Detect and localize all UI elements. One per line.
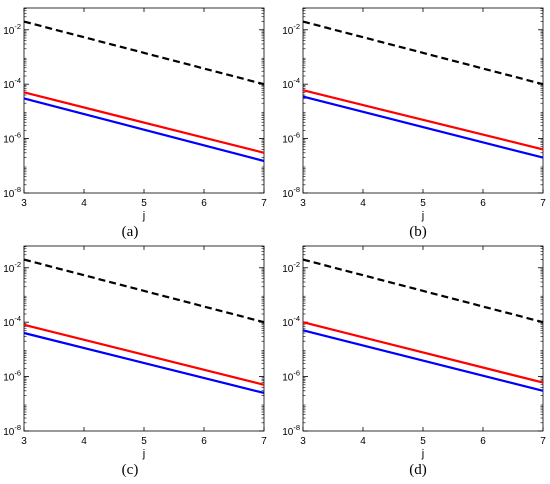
y-tick-base: 10 (282, 427, 294, 438)
y-tick-exponent: -8 (14, 423, 21, 432)
x-tick-label: 6 (201, 436, 207, 447)
y-tick-label: 10-2 (3, 22, 21, 37)
plot-frame (23, 245, 265, 432)
chart-panel-2: 3 4 5 6 710-210-410-610-8j(b) (282, 7, 546, 240)
x-tick-label: 3 (300, 198, 306, 209)
y-tick-exponent: -4 (293, 76, 300, 85)
y-tick-label: 10-2 (282, 260, 300, 275)
x-tick-label: 6 (480, 198, 486, 209)
chart-panel-4: 3 4 5 6 710-210-410-610-8j(d) (282, 245, 546, 478)
y-tick-base: 10 (282, 373, 294, 384)
x-tick-label: 4 (81, 436, 87, 447)
red-series (302, 89, 544, 151)
x-tick-label: 4 (360, 198, 366, 209)
blue-series (302, 329, 544, 392)
x-axis-label: j (421, 210, 424, 222)
x-tick-label: 4 (360, 436, 366, 447)
plot-frame (302, 245, 544, 432)
y-tick-base: 10 (3, 373, 15, 384)
x-tick-label: 3 (21, 436, 27, 447)
y-tick-base: 10 (3, 318, 15, 329)
red-series (23, 91, 265, 154)
y-tick-base: 10 (282, 189, 294, 200)
y-tick-exponent: -4 (14, 314, 21, 323)
x-tick-label: 3 (21, 198, 27, 209)
y-tick-label: 10-2 (282, 22, 300, 37)
y-tick-label: 10-8 (3, 423, 21, 438)
y-tick-exponent: -6 (14, 131, 21, 140)
x-tick-label: 7 (261, 436, 267, 447)
y-tick-exponent: -4 (14, 76, 21, 85)
dashed-black-series (23, 258, 265, 324)
panel-caption: (d) (409, 462, 427, 478)
blue-series (23, 331, 265, 395)
x-tick-label: 5 (141, 436, 147, 447)
x-tick-label: 6 (201, 198, 207, 209)
panel-caption: (b) (409, 224, 427, 240)
panel-caption: (a) (122, 224, 139, 240)
x-tick-label: 5 (141, 198, 147, 209)
y-tick-base: 10 (282, 26, 294, 37)
y-tick-base: 10 (282, 135, 294, 146)
y-tick-exponent: -6 (293, 369, 300, 378)
x-tick-label: 5 (420, 198, 426, 209)
y-tick-label: 10-8 (3, 185, 21, 200)
y-tick-base: 10 (3, 26, 15, 37)
y-tick-base: 10 (3, 427, 15, 438)
x-tick-label: 6 (480, 436, 486, 447)
dashed-black-series (302, 258, 544, 324)
chart-panel-1: 3 4 5 6 710-210-410-610-8j(a) (3, 7, 267, 240)
y-tick-exponent: -8 (293, 423, 300, 432)
panel-caption: (c) (122, 462, 139, 478)
y-tick-label: 10-6 (3, 131, 21, 146)
y-tick-label: 10-8 (282, 185, 300, 200)
x-axis-label: j (142, 210, 145, 222)
y-tick-base: 10 (282, 80, 294, 91)
y-tick-exponent: -8 (293, 185, 300, 194)
y-tick-exponent: -4 (293, 314, 300, 323)
chart-panel-3: 3 4 5 6 710-210-410-610-8j(c) (3, 245, 267, 478)
dashed-black-series (23, 20, 265, 86)
y-tick-label: 10-8 (282, 423, 300, 438)
blue-series (23, 97, 265, 163)
y-tick-exponent: -8 (14, 185, 21, 194)
y-tick-label: 10-6 (282, 369, 300, 384)
x-tick-label: 7 (261, 198, 267, 209)
plot-frame (302, 7, 544, 194)
red-series (302, 321, 544, 384)
y-tick-base: 10 (282, 318, 294, 329)
x-tick-label: 7 (540, 198, 546, 209)
y-tick-label: 10-4 (282, 76, 300, 91)
y-tick-label: 10-6 (282, 131, 300, 146)
y-tick-base: 10 (3, 135, 15, 146)
y-tick-base: 10 (3, 264, 15, 275)
y-tick-exponent: -6 (14, 369, 21, 378)
red-series (23, 323, 265, 386)
y-tick-base: 10 (3, 189, 15, 200)
y-tick-label: 10-4 (3, 76, 21, 91)
y-tick-label: 10-4 (3, 314, 21, 329)
y-tick-label: 10-4 (282, 314, 300, 329)
x-tick-label: 5 (420, 436, 426, 447)
x-axis-label: j (421, 448, 424, 460)
dashed-black-series (302, 20, 544, 86)
y-tick-exponent: -2 (293, 22, 300, 31)
y-tick-exponent: -2 (293, 260, 300, 269)
x-tick-label: 7 (540, 436, 546, 447)
y-tick-base: 10 (282, 264, 294, 275)
x-axis-label: j (142, 448, 145, 460)
y-tick-exponent: -6 (293, 131, 300, 140)
x-tick-label: 4 (81, 198, 87, 209)
y-tick-exponent: -2 (14, 22, 21, 31)
blue-series (302, 95, 544, 159)
x-tick-label: 3 (300, 436, 306, 447)
y-tick-label: 10-2 (3, 260, 21, 275)
plot-frame (23, 7, 265, 194)
y-tick-base: 10 (3, 80, 15, 91)
y-tick-label: 10-6 (3, 369, 21, 384)
y-tick-exponent: -2 (14, 260, 21, 269)
